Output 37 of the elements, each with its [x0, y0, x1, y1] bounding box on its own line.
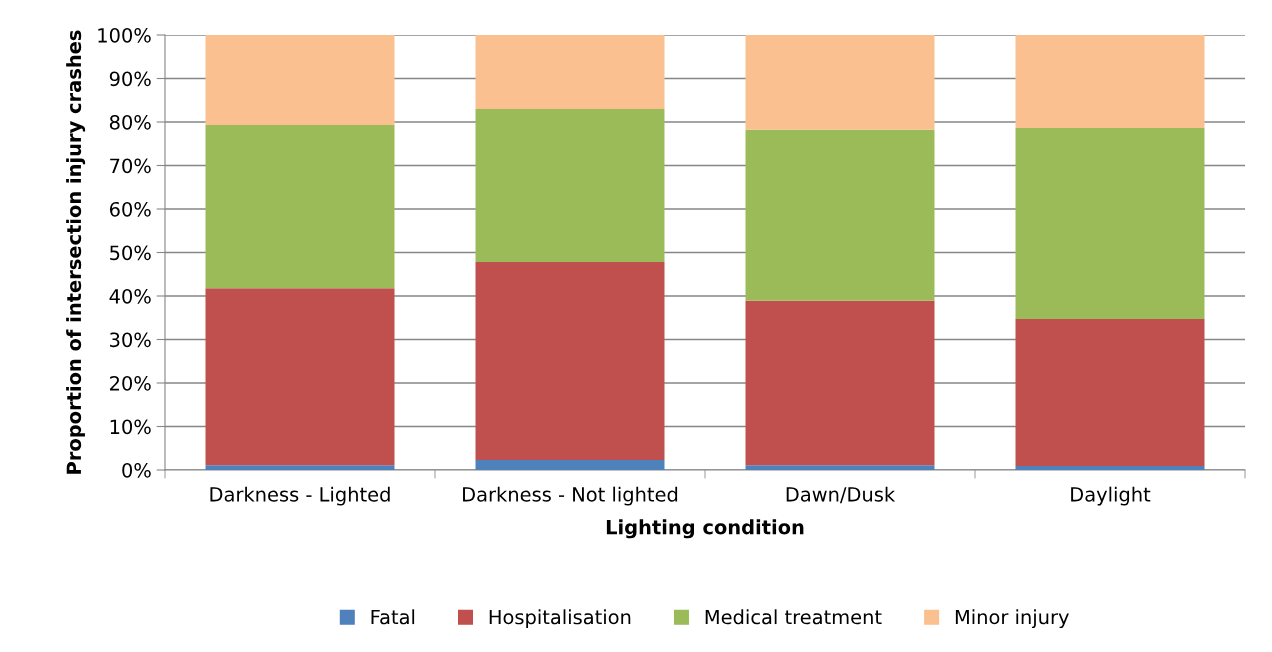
bar — [745, 465, 935, 470]
y-axis-title: Proportion of intersection injury crashes — [66, 30, 86, 474]
bar — [1015, 35, 1205, 129]
bar — [1015, 466, 1205, 470]
bar — [205, 35, 395, 126]
y-tick-label: 0% — [122, 462, 151, 478]
y-tick-label: 90% — [109, 71, 151, 87]
bar — [745, 300, 935, 466]
bar — [205, 125, 395, 289]
legend-label: Medical treatment — [705, 609, 882, 625]
y-tick-label: 30% — [110, 332, 151, 348]
bar — [745, 129, 935, 301]
legend-label: Fatal — [371, 609, 415, 625]
bar — [1015, 319, 1205, 467]
y-tick-label: 50% — [110, 245, 151, 261]
y-tick-label: 80% — [109, 114, 151, 130]
bar — [475, 108, 665, 263]
bar — [745, 35, 935, 130]
bar — [205, 288, 395, 466]
x-tick-label: Dawn/Dusk — [786, 486, 896, 504]
y-tick-label: 10% — [110, 419, 151, 435]
bar — [475, 459, 665, 470]
legend-label: Minor injury — [955, 609, 1069, 629]
x-tick-label: Darkness - Not lighted — [463, 486, 678, 506]
legend-label: Hospitalisation — [489, 609, 631, 629]
y-tick-label: 40% — [109, 288, 151, 304]
bar — [1015, 128, 1205, 320]
bar — [475, 35, 665, 109]
y-tick-label: 100% — [98, 27, 151, 43]
x-axis-title: Lighting condition — [606, 519, 804, 539]
x-tick-label: Darkness - Lighted — [210, 486, 390, 506]
bar — [475, 262, 665, 460]
y-tick-label: 20% — [110, 375, 151, 391]
y-tick-label: 70% — [110, 158, 151, 174]
x-tick-label: Daylight — [1071, 486, 1151, 506]
bar — [205, 465, 395, 470]
y-tick-label: 60% — [109, 201, 151, 217]
